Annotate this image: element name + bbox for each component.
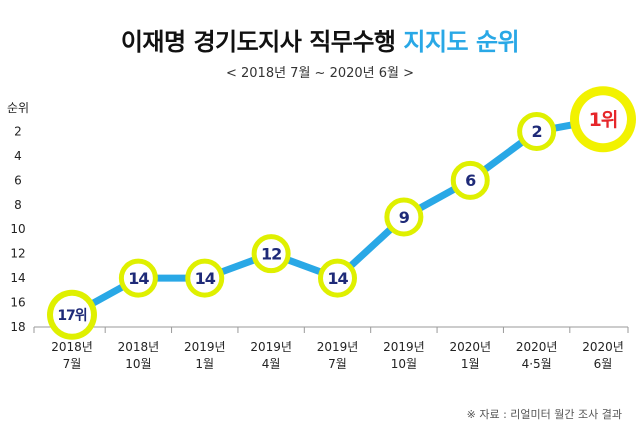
chart-title: 이재명 경기도지사 직무수행 지지도 순위 (0, 22, 640, 57)
y-tick-label: 4 (14, 149, 22, 163)
x-tick-label: 2020년 4·5월 (516, 340, 558, 371)
data-point (118, 258, 158, 298)
source-note: ※ 자료 : 리얼미터 월간 조사 결과 (466, 408, 622, 421)
data-point (579, 95, 627, 144)
x-tick-label: 2020년 6월 (582, 340, 624, 371)
data-label: 17위 (57, 308, 86, 324)
chart-subtitle: < 2018년 7월 ~ 2020년 6월 > (225, 66, 415, 81)
chart-title-accent: 지지도 순위 (403, 28, 520, 56)
x-tick-label: 2018년 10월 (118, 340, 160, 371)
data-label: 12 (261, 244, 281, 263)
data-label: 14 (128, 269, 149, 288)
data-point (384, 197, 424, 237)
data-point (318, 258, 357, 298)
data-label: 9 (399, 208, 410, 227)
data-label: 1위 (589, 109, 618, 131)
y-tick-label: 10 (10, 222, 25, 236)
y-tick-label: 14 (10, 271, 25, 285)
y-tick-label: 12 (10, 247, 25, 261)
x-tick-label: 2019년 4월 (250, 340, 292, 371)
y-tick-label: 16 (10, 296, 25, 310)
x-tick-label: 2020년 1월 (449, 340, 491, 371)
data-point (517, 111, 557, 151)
y-tick-label: 8 (14, 198, 22, 212)
data-point (450, 160, 490, 200)
data-point (53, 295, 91, 334)
data-label: 2 (532, 122, 542, 141)
data-label: 14 (195, 269, 216, 288)
y-axis-label: 순위 (7, 101, 29, 115)
x-tick-label: 2019년 1월 (184, 340, 226, 371)
x-tick-label: 2019년 10월 (383, 340, 425, 371)
y-tick-label: 18 (10, 320, 25, 334)
x-tick-label: 2018년 7월 (51, 340, 93, 371)
data-label: 14 (327, 269, 348, 288)
data-label: 6 (465, 171, 476, 190)
data-point (251, 234, 291, 274)
y-tick-label: 6 (14, 173, 22, 187)
x-tick-label: 2019년 7월 (317, 340, 359, 371)
y-tick-label: 2 (14, 124, 22, 138)
chart-title-main: 이재명 경기도지사 직무수행 (120, 28, 396, 56)
data-point (185, 258, 225, 298)
